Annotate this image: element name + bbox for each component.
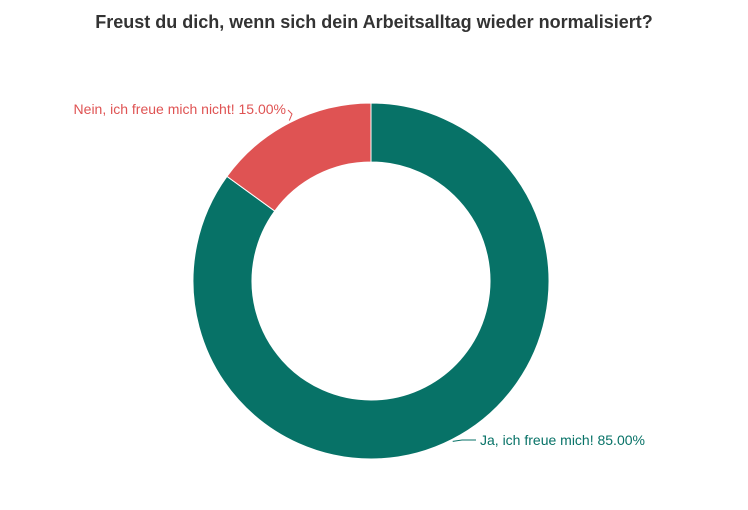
label-connector-ja (452, 439, 476, 442)
slice-label-nein: Nein, ich freue mich nicht! 15.00% (74, 101, 286, 117)
label-connector-nein (287, 109, 293, 121)
donut-slice-ja[interactable] (192, 102, 550, 460)
chart-title: Freust du dich, wenn sich dein Arbeitsal… (95, 12, 653, 32)
donut-slice-nein[interactable] (226, 102, 372, 212)
slice-label-ja: Ja, ich freue mich! 85.00% (480, 432, 645, 448)
